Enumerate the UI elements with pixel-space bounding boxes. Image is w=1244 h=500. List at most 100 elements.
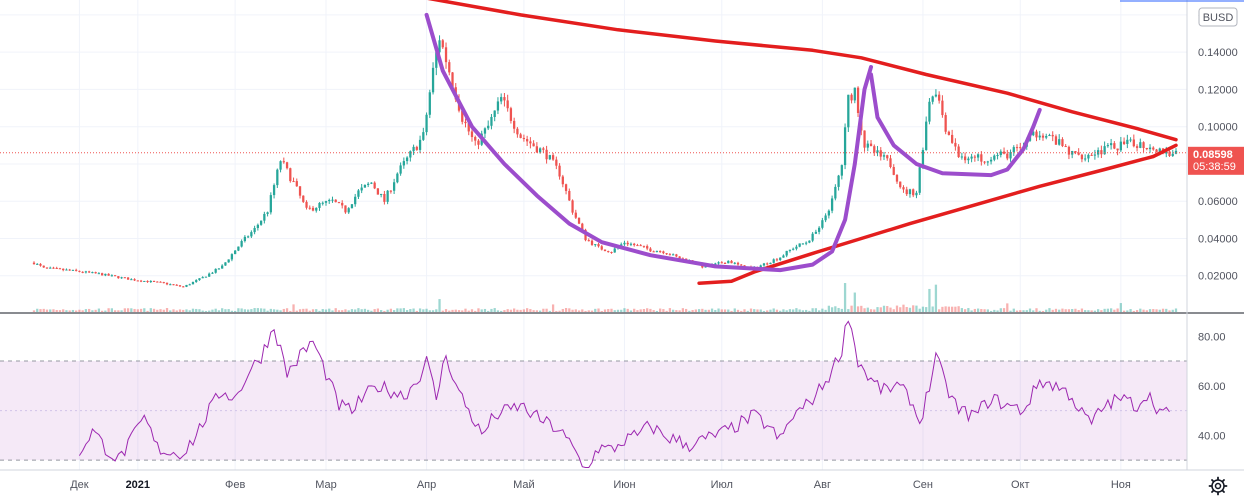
- volume-bar: [834, 306, 837, 312]
- cup-curve[interactable]: [424, 12, 873, 273]
- candle: [960, 152, 964, 160]
- candle: [165, 282, 169, 286]
- volume-bar: [620, 309, 623, 312]
- candle: [282, 157, 285, 164]
- candle: [45, 267, 49, 269]
- candle: [1122, 137, 1126, 146]
- volume-bar: [188, 310, 191, 312]
- candle: [444, 42, 448, 69]
- volume-bar: [496, 310, 500, 312]
- candle: [425, 112, 428, 136]
- volume-bar: [1038, 310, 1041, 312]
- volume-bar: [344, 309, 347, 312]
- time-tick-label: Апр: [417, 479, 436, 491]
- volume-bar: [551, 304, 555, 312]
- volume-bar: [123, 308, 126, 312]
- price-axis-ticks: 0.020000.040000.060000.080000.100000.120…: [1198, 10, 1238, 283]
- volume-bar: [1058, 309, 1061, 312]
- time-tick-label: Ноя: [1111, 479, 1131, 491]
- volume-bar: [574, 309, 577, 312]
- candle: [905, 186, 908, 197]
- volume-bar: [814, 308, 818, 312]
- volume-bar: [999, 308, 1002, 312]
- time-tick-label: Дек: [70, 479, 89, 491]
- candle: [318, 202, 321, 211]
- volume-bar: [915, 305, 918, 312]
- rsi-series-line: [78, 320, 1170, 468]
- volume-bar: [178, 309, 182, 312]
- volume-bar: [889, 307, 892, 312]
- candle: [146, 280, 149, 283]
- volume-bar: [470, 309, 474, 312]
- volume-bar: [94, 309, 97, 312]
- volume-bar: [52, 309, 55, 312]
- candle: [130, 278, 133, 281]
- settings-gear-icon[interactable]: [1208, 476, 1228, 496]
- candle: [1113, 141, 1116, 150]
- volume-bar: [464, 308, 467, 312]
- candle: [1058, 134, 1061, 146]
- volume-bar: [285, 308, 289, 312]
- candle: [246, 235, 250, 239]
- candle: [561, 174, 564, 188]
- candle: [568, 188, 571, 201]
- candle: [801, 243, 805, 245]
- volume-bar: [347, 310, 350, 312]
- volume-bar: [973, 308, 976, 312]
- volume-bar: [1080, 308, 1084, 312]
- volume-bar: [104, 310, 107, 312]
- candle: [866, 140, 869, 152]
- volume-bar: [753, 309, 756, 312]
- volume-bar: [912, 305, 915, 312]
- volume-bar: [58, 310, 62, 312]
- volume-bar: [75, 310, 78, 312]
- volume-bar: [113, 310, 117, 312]
- volume-bar: [1158, 309, 1161, 312]
- candle: [545, 145, 548, 164]
- candle: [1035, 129, 1038, 142]
- candle: [156, 281, 159, 283]
- volume-bar: [746, 310, 749, 312]
- candle: [996, 152, 999, 160]
- candle: [227, 259, 230, 263]
- candle: [513, 117, 516, 134]
- volume-bar: [240, 308, 243, 312]
- lower-trendline[interactable]: [697, 143, 1178, 285]
- candle: [889, 155, 892, 169]
- candle: [1071, 150, 1074, 159]
- upper-trendline[interactable]: [427, 0, 1178, 142]
- candle: [208, 272, 211, 277]
- volume-bar: [389, 308, 393, 312]
- volume-bar: [571, 309, 574, 312]
- currency-badge[interactable]: BUSD: [1198, 7, 1238, 27]
- volume-bar: [503, 310, 506, 312]
- handle-curve[interactable]: [869, 72, 1042, 178]
- volume-bar: [513, 308, 516, 312]
- volume-bar: [934, 284, 938, 312]
- volume-bar: [766, 310, 769, 312]
- volume-bar: [970, 310, 973, 312]
- candle: [555, 156, 558, 170]
- volume-bar: [139, 308, 143, 312]
- volume-bar: [581, 309, 584, 312]
- candle: [564, 183, 568, 195]
- volume-bar: [373, 309, 376, 312]
- volume-bar: [195, 308, 198, 312]
- last-price-value: 0.08598: [1193, 149, 1233, 161]
- volume-bar: [435, 309, 438, 312]
- candle: [970, 153, 973, 163]
- volume-bar: [785, 310, 788, 312]
- candle: [396, 172, 399, 184]
- volume-bar: [590, 310, 594, 312]
- candle: [918, 165, 921, 195]
- volume-bar: [201, 310, 204, 312]
- candle: [422, 127, 425, 141]
- volume-bar: [175, 310, 178, 312]
- volume-bar: [587, 310, 590, 312]
- candle: [143, 280, 146, 282]
- candle: [113, 274, 117, 277]
- volume-bar: [68, 310, 71, 312]
- volume-bar: [509, 309, 513, 312]
- volume-bar: [39, 309, 42, 312]
